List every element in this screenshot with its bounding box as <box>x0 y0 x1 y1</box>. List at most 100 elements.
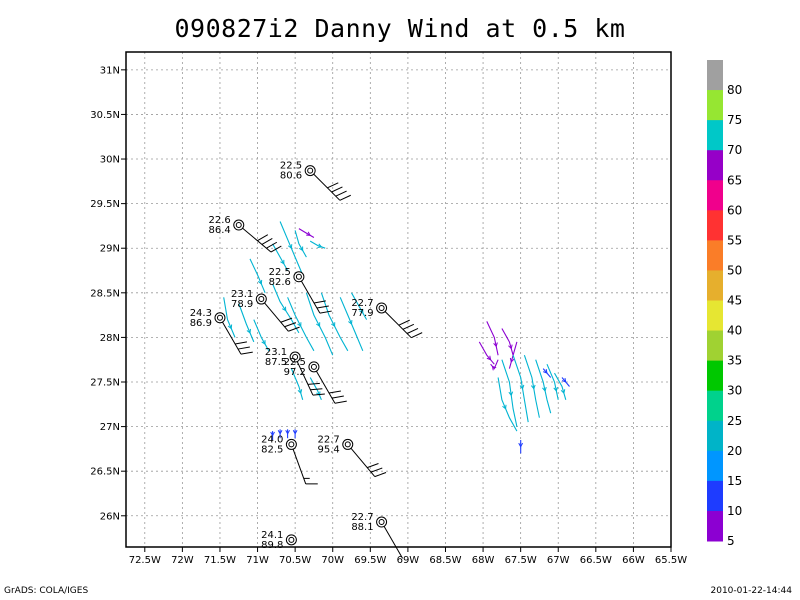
streamline-arrow <box>348 319 353 325</box>
station-dewpoint: 89.8 <box>261 540 283 551</box>
y-tick-label: 28N <box>100 333 120 344</box>
streamline-arrow <box>246 328 251 334</box>
barb-feather <box>310 388 323 391</box>
colorbar-cell <box>707 240 723 271</box>
streamline <box>351 292 368 320</box>
streamline <box>298 228 315 238</box>
station: 22.777.9 <box>351 298 423 339</box>
streamline-arrow <box>282 306 287 312</box>
colorbar-cell <box>707 420 723 452</box>
barb-feather <box>237 346 250 350</box>
colorbar-label: 5 <box>727 534 735 548</box>
station-marker <box>376 302 388 314</box>
x-tick-label: 67.5W <box>505 555 537 566</box>
station-marker <box>304 165 316 177</box>
barb-shaft <box>381 521 404 559</box>
station-dewpoint: 78.9 <box>231 299 253 310</box>
y-tick-label: 29N <box>100 244 120 255</box>
stations: 22.580.622.686.422.582.623.178.924.386.9… <box>190 161 423 559</box>
plot-frame <box>125 51 672 548</box>
barb-feather <box>411 332 423 339</box>
barb-feather <box>328 390 341 394</box>
barb-feather <box>331 186 343 193</box>
station-temp: 22.6 <box>208 215 230 226</box>
colorbar-cell <box>707 390 723 422</box>
station-dewpoint: 82.6 <box>269 277 291 288</box>
station-dewpoint: 86.9 <box>190 318 212 329</box>
barb-feather <box>240 351 253 355</box>
station-marker <box>233 219 245 231</box>
streamline-arrow <box>315 322 321 328</box>
streamline-arrow <box>486 355 492 361</box>
streamline-arrow <box>297 389 303 395</box>
barb-feather <box>288 326 300 332</box>
station-temp: 23.1 <box>231 289 253 300</box>
barb-feather <box>334 400 347 404</box>
station-marker-inner <box>235 222 242 229</box>
colorbar-label: 20 <box>727 444 742 458</box>
station-marker <box>293 271 305 283</box>
x-tick-label: 68.5W <box>429 555 461 566</box>
colorbar-cell <box>707 120 723 151</box>
station-dewpoint: 87.5 <box>265 357 287 368</box>
colorbar-cell <box>707 60 723 91</box>
streamline <box>223 297 236 338</box>
station: 23.178.9 <box>231 289 300 332</box>
x-tick-label: 70W <box>321 555 344 566</box>
streamline <box>478 341 495 365</box>
barb-shaft <box>260 298 289 332</box>
station: 24.082.5 <box>261 434 318 485</box>
streamline <box>238 303 255 343</box>
station-marker-inner <box>310 363 317 370</box>
colorbar-cell <box>707 480 723 512</box>
colorbar-label: 10 <box>727 504 742 518</box>
colorbar-cell <box>707 180 723 211</box>
station-dewpoint: 95.4 <box>317 444 339 455</box>
station-marker <box>255 293 267 305</box>
colorbar-label: 30 <box>727 384 742 398</box>
barb-feather <box>335 190 347 197</box>
streamline <box>309 377 322 401</box>
station-temp: 22.7 <box>317 434 339 445</box>
barb-shaft <box>381 307 412 339</box>
barb-shaft <box>290 444 307 485</box>
streamline-arrow <box>508 344 513 350</box>
station-dewpoint: 82.5 <box>261 444 283 455</box>
barb-feather <box>313 300 326 304</box>
streamline-arrow <box>285 429 290 435</box>
x-tick-label: 65.5W <box>655 555 687 566</box>
y-tick-label: 27.5N <box>90 378 120 389</box>
colorbar-label: 35 <box>727 354 742 368</box>
x-tick-label: 71W <box>246 555 269 566</box>
station-dewpoint: 86.4 <box>208 225 230 236</box>
grid-lines <box>126 52 672 547</box>
x-tick-label: 66.5W <box>580 555 612 566</box>
station-temp: 22.5 <box>280 161 302 172</box>
streamline-arrow <box>530 384 536 390</box>
streamline <box>309 240 326 249</box>
streamline-arrow <box>316 391 321 397</box>
colorbar-cell <box>707 210 723 241</box>
colorbar-label: 55 <box>727 233 742 247</box>
streamlines <box>223 221 570 454</box>
streamline <box>497 377 518 432</box>
station-marker-inner <box>258 296 265 303</box>
station-marker-inner <box>378 519 385 526</box>
x-tick-label: 71.5W <box>204 555 236 566</box>
streamline-arrow <box>518 442 524 448</box>
station-temp: 24.0 <box>261 434 283 445</box>
colorbar-label: 25 <box>727 414 742 428</box>
x-tick-label: 72W <box>171 555 194 566</box>
streamline-arrow <box>491 365 497 371</box>
footer-credit: GrADS: COLA/IGES <box>4 586 89 596</box>
streamline-arrow <box>561 377 567 383</box>
barb-feather <box>284 322 296 328</box>
streamline <box>554 372 567 400</box>
station-marker-inner <box>295 273 302 280</box>
streamline-arrow <box>542 386 547 392</box>
colorbar-cell <box>707 510 723 542</box>
streamline <box>253 319 270 352</box>
streamline-arrow <box>317 243 323 249</box>
streamline <box>272 243 289 271</box>
